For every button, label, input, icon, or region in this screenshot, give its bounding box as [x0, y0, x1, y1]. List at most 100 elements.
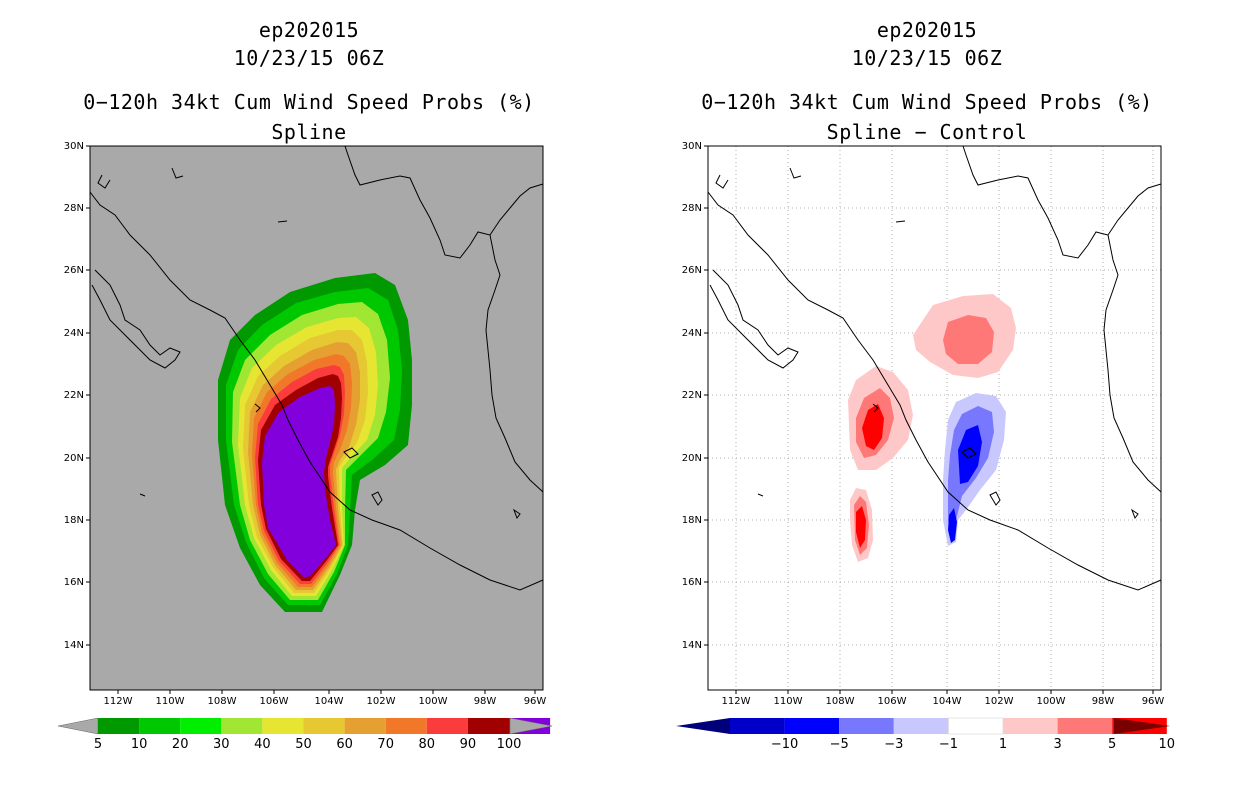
colorbar-label: −3: [884, 737, 903, 752]
lon-tick-label: 104W: [315, 696, 344, 707]
colorbar-min-triangle: [676, 718, 730, 734]
colorbar-cell: [139, 718, 181, 734]
lat-tick-label: 14N: [682, 640, 702, 651]
lat-tick-label: 24N: [64, 328, 84, 339]
colorbar-label: 50: [295, 737, 312, 752]
colorbar-cell: [98, 718, 140, 734]
contour-pos-5b: [862, 404, 884, 450]
colorbar: 5 10 20 30 40 50 60 70 80 90 100: [57, 717, 553, 752]
colorbar-cell: [344, 718, 386, 734]
map-frame: [707, 145, 1162, 691]
lon-tick-label: 108W: [826, 696, 855, 707]
contour-100: [266, 393, 333, 574]
lon-tick-label: 110W: [156, 696, 185, 707]
colorbar-cell: [467, 718, 509, 734]
colorbar-cell: [784, 718, 840, 734]
colorbar-cell: [426, 718, 468, 734]
lat-tick-label: 28N: [682, 203, 702, 214]
colorbar-cell: [1057, 718, 1113, 734]
lat-tick-label: 26N: [64, 265, 84, 276]
contour-pos-5c: [856, 506, 866, 548]
colorbar-cell: [893, 718, 949, 734]
colorbar: −10 −5 −3 −1 1 3 5 10: [676, 717, 1176, 752]
colorbar-cell: [1003, 718, 1058, 734]
colorbar-label: −10: [771, 737, 798, 752]
lat-tick-label: 24N: [682, 328, 702, 339]
lat-tick-label: 22N: [64, 390, 84, 401]
map-background: [708, 146, 1161, 690]
axis-ticks: 30N 28N 26N 24N 22N 20N 18N 16N 14N 112W 110W 108W 1…: [64, 141, 547, 707]
lon-tick-label: 100W: [1037, 696, 1066, 707]
colorbar-cell: [948, 717, 1004, 735]
lon-tick-label: 102W: [985, 696, 1014, 707]
colorbar-min-triangle: [57, 717, 99, 735]
lat-tick-label: 22N: [682, 390, 702, 401]
colorbar-max-triangle: [509, 717, 553, 735]
difference-map: 30N 28N 26N 24N 22N 20N 18N 16N 14N 112W 110W 108W 1…: [676, 141, 1176, 752]
coastlines: [89, 145, 544, 591]
lon-tick-label: 108W: [208, 696, 237, 707]
map-frame: [89, 145, 544, 691]
field-title: 0−120h 34kt Cum Wind Speed Probs (%): [83, 90, 535, 114]
lon-tick-label: 110W: [774, 696, 803, 707]
lon-tick-label: 106W: [260, 696, 289, 707]
difference-contours: [848, 294, 1016, 562]
colorbar-cell: [839, 718, 894, 734]
right-panel: ep202015 10/23/15 06Z 0−120h 34kt Cum Wi…: [618, 0, 1236, 800]
lat-tick-label: 18N: [64, 515, 84, 526]
lat-tick-label: 18N: [682, 515, 702, 526]
storm-id-title: ep202015: [876, 18, 978, 42]
colorbar-label: 90: [460, 737, 477, 752]
lon-tick-label: 96W: [1142, 696, 1165, 707]
lat-tick-label: 16N: [64, 577, 84, 588]
lat-tick-label: 16N: [682, 577, 702, 588]
colorbar-label: 20: [172, 737, 189, 752]
lon-tick-label: 98W: [1092, 696, 1115, 707]
colorbar-label: 3: [1053, 737, 1061, 752]
lat-tick-label: 26N: [682, 265, 702, 276]
colorbar-max-triangle: [1114, 718, 1170, 734]
lon-tick-label: 98W: [474, 696, 497, 707]
colorbar-cell: [262, 718, 304, 734]
lat-tick-label: 30N: [682, 141, 702, 152]
datetime-title: 10/23/15 06Z: [233, 46, 385, 70]
colorbar-cell: [303, 718, 345, 734]
colorbar-label: 40: [254, 737, 271, 752]
probability-contours: [218, 273, 412, 612]
colorbar-cell: [730, 718, 785, 734]
colorbar-label: −1: [939, 737, 958, 752]
lon-tick-label: 104W: [933, 696, 962, 707]
probability-map: 30N 28N 26N 24N 22N 20N 18N 16N 14N 112W 110W 108W 1…: [57, 141, 553, 752]
lat-tick-label: 28N: [64, 203, 84, 214]
lon-tick-label: 112W: [722, 696, 751, 707]
coastlines: [707, 145, 1162, 591]
colorbar-label: −5: [830, 737, 849, 752]
datetime-title: 10/23/15 06Z: [851, 46, 1003, 70]
colorbar-label: 10: [1159, 737, 1176, 752]
colorbar-label: 70: [377, 737, 394, 752]
lon-tick-label: 112W: [104, 696, 133, 707]
colorbar-cell: [221, 718, 263, 734]
lon-tick-label: 106W: [878, 696, 907, 707]
field-title: 0−120h 34kt Cum Wind Speed Probs (%): [701, 90, 1153, 114]
lon-tick-label: 102W: [367, 696, 396, 707]
contour-neg-5b: [948, 508, 957, 543]
contour-neg-5: [958, 425, 982, 484]
subtitle: Spline − Control: [826, 120, 1028, 144]
colorbar-label: 5: [1108, 737, 1116, 752]
lat-tick-label: 20N: [682, 453, 702, 464]
lat-tick-label: 14N: [64, 640, 84, 651]
subtitle: Spline: [271, 120, 347, 144]
contour-pos-3: [943, 315, 994, 364]
colorbar-cell: [180, 718, 222, 734]
colorbar-label: 5: [94, 737, 102, 752]
lat-tick-label: 20N: [64, 453, 84, 464]
colorbar-label: 30: [213, 737, 230, 752]
colorbar-label: 60: [336, 737, 353, 752]
colorbar-label: 10: [131, 737, 148, 752]
lon-tick-label: 96W: [524, 696, 547, 707]
colorbar-label: 1: [999, 737, 1007, 752]
storm-id-title: ep202015: [258, 18, 360, 42]
left-panel: ep202015 10/23/15 06Z 0−120h 34kt Cum Wi…: [57, 18, 553, 752]
colorbar-label: 100: [497, 737, 522, 752]
